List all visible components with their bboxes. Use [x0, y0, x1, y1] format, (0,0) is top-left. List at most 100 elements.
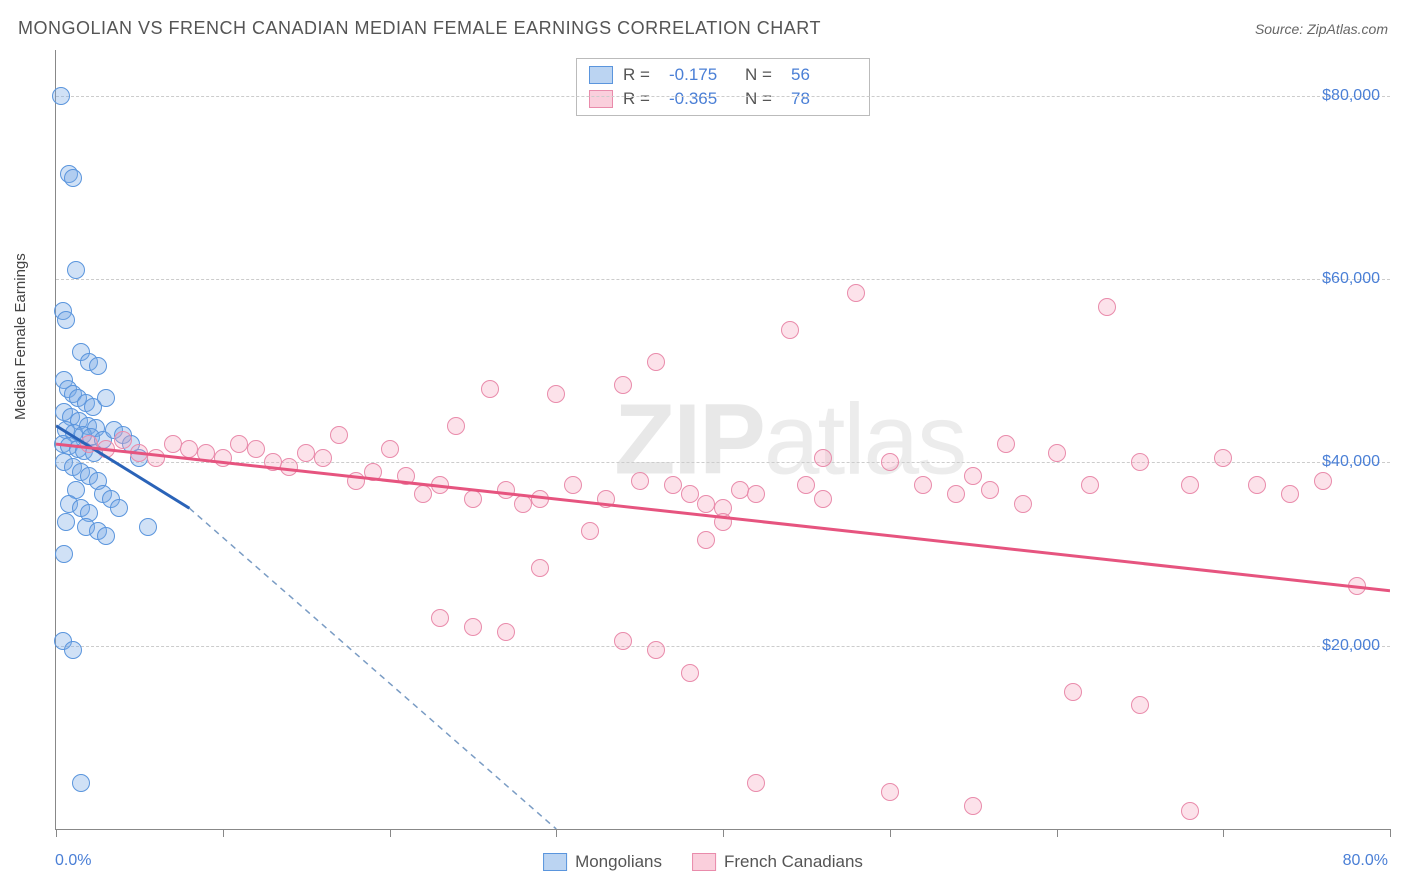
x-tick	[1057, 829, 1058, 837]
legend-item-mongolians: Mongolians	[543, 852, 662, 872]
data-point	[547, 385, 565, 403]
data-point	[97, 389, 115, 407]
data-point	[431, 476, 449, 494]
x-tick	[1223, 829, 1224, 837]
series-legend: Mongolians French Canadians	[543, 852, 863, 872]
data-point	[964, 797, 982, 815]
data-point	[330, 426, 348, 444]
scatter-plot: ZIPatlas R = -0.175 N = 56 R = -0.365 N …	[55, 50, 1390, 830]
gridline	[56, 96, 1390, 97]
gridline	[56, 279, 1390, 280]
data-point	[1181, 802, 1199, 820]
data-point	[1248, 476, 1266, 494]
data-point	[80, 435, 98, 453]
data-point	[57, 311, 75, 329]
data-point	[55, 545, 73, 563]
legend-row-b: R = -0.365 N = 78	[589, 87, 857, 111]
data-point	[1314, 472, 1332, 490]
data-point	[230, 435, 248, 453]
data-point	[364, 463, 382, 481]
x-tick	[1390, 829, 1391, 837]
data-point	[981, 481, 999, 499]
x-max-label: 80.0%	[1343, 852, 1388, 870]
data-point	[64, 169, 82, 187]
data-point	[614, 632, 632, 650]
data-point	[1098, 298, 1116, 316]
data-point	[197, 444, 215, 462]
chart-title: MONGOLIAN VS FRENCH CANADIAN MEDIAN FEMA…	[18, 18, 821, 39]
data-point	[347, 472, 365, 490]
x-tick	[556, 829, 557, 837]
data-point	[597, 490, 615, 508]
y-tick-label: $80,000	[1322, 87, 1380, 105]
data-point	[1281, 485, 1299, 503]
data-point	[481, 380, 499, 398]
data-point	[130, 444, 148, 462]
data-point	[564, 476, 582, 494]
y-tick-label: $40,000	[1322, 453, 1380, 471]
data-point	[110, 499, 128, 517]
swatch-mongolians-icon	[543, 853, 567, 871]
legend-row-a: R = -0.175 N = 56	[589, 63, 857, 87]
data-point	[139, 518, 157, 536]
data-point	[97, 440, 115, 458]
data-point	[947, 485, 965, 503]
data-point	[747, 774, 765, 792]
x-tick	[723, 829, 724, 837]
data-point	[531, 559, 549, 577]
data-point	[314, 449, 332, 467]
data-point	[64, 641, 82, 659]
data-point	[297, 444, 315, 462]
data-point	[731, 481, 749, 499]
header-bar: MONGOLIAN VS FRENCH CANADIAN MEDIAN FEMA…	[18, 18, 1388, 39]
swatch-mongolians-icon	[589, 66, 613, 84]
data-point	[697, 495, 715, 513]
data-point	[514, 495, 532, 513]
correlation-legend: R = -0.175 N = 56 R = -0.365 N = 78	[576, 58, 870, 116]
data-point	[414, 485, 432, 503]
data-point	[147, 449, 165, 467]
data-point	[114, 431, 132, 449]
data-point	[914, 476, 932, 494]
gridline	[56, 646, 1390, 647]
data-point	[497, 623, 515, 641]
x-tick	[390, 829, 391, 837]
data-point	[614, 376, 632, 394]
data-point	[997, 435, 1015, 453]
data-point	[1064, 683, 1082, 701]
data-point	[1048, 444, 1066, 462]
y-tick-label: $60,000	[1322, 270, 1380, 288]
data-point	[447, 417, 465, 435]
data-point	[57, 513, 75, 531]
legend-item-french-canadians: French Canadians	[692, 852, 863, 872]
data-point	[464, 618, 482, 636]
data-point	[1081, 476, 1099, 494]
gridline	[56, 462, 1390, 463]
data-point	[381, 440, 399, 458]
x-min-label: 0.0%	[55, 852, 91, 870]
data-point	[247, 440, 265, 458]
data-point	[280, 458, 298, 476]
data-point	[664, 476, 682, 494]
data-point	[214, 449, 232, 467]
x-tick	[56, 829, 57, 837]
data-point	[647, 353, 665, 371]
data-point	[464, 490, 482, 508]
data-point	[1348, 577, 1366, 595]
data-point	[681, 485, 699, 503]
data-point	[1214, 449, 1232, 467]
data-point	[89, 357, 107, 375]
data-point	[747, 485, 765, 503]
data-point	[164, 435, 182, 453]
source-label: Source: ZipAtlas.com	[1255, 21, 1388, 37]
data-point	[814, 490, 832, 508]
data-point	[72, 774, 90, 792]
data-point	[697, 531, 715, 549]
swatch-french-canadians-icon	[589, 90, 613, 108]
data-point	[264, 453, 282, 471]
data-point	[647, 641, 665, 659]
data-point	[1131, 696, 1149, 714]
data-point	[631, 472, 649, 490]
data-point	[681, 664, 699, 682]
y-tick-label: $20,000	[1322, 637, 1380, 655]
